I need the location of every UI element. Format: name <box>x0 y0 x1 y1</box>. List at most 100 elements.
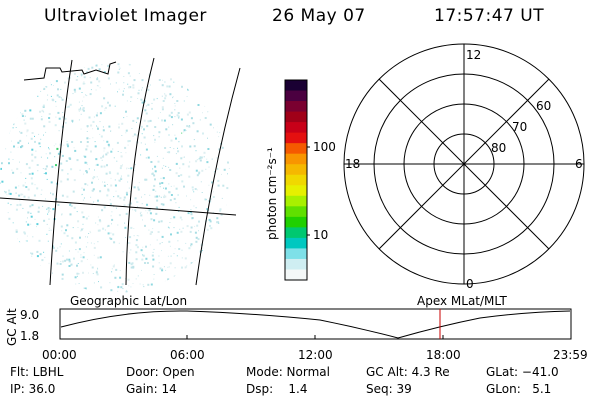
emission-speckle <box>168 126 170 128</box>
emission-speckle <box>204 198 207 201</box>
colorbar-band <box>285 132 307 144</box>
emission-speckle <box>137 92 140 95</box>
colorbar-frame <box>284 79 308 281</box>
emission-speckle <box>47 240 49 242</box>
emission-speckle <box>92 188 95 191</box>
emission-speckle <box>130 263 133 266</box>
emission-speckle <box>178 141 180 143</box>
emission-speckle <box>142 246 144 248</box>
emission-speckle <box>7 212 9 214</box>
emission-speckle <box>208 166 210 168</box>
emission-speckle <box>222 184 225 187</box>
emission-speckle <box>149 233 152 235</box>
emission-speckle <box>156 98 158 100</box>
emission-speckle <box>106 140 109 143</box>
emission-speckle <box>47 213 49 215</box>
emission-speckle <box>81 92 83 93</box>
emission-speckle <box>158 220 161 223</box>
orbit-x-tick-label: 23:59 <box>553 348 588 362</box>
emission-speckle <box>19 131 21 133</box>
emission-speckle <box>183 100 185 102</box>
emission-speckle <box>45 172 47 175</box>
emission-speckle <box>197 104 200 106</box>
emission-speckle <box>97 256 100 259</box>
emission-speckle <box>122 93 124 96</box>
emission-speckle <box>190 199 192 201</box>
emission-speckle <box>42 104 45 107</box>
emission-speckle <box>27 223 30 226</box>
emission-speckle <box>170 194 173 196</box>
emission-speckle <box>158 255 160 257</box>
emission-speckle <box>80 128 82 130</box>
emission-speckle <box>140 142 142 144</box>
emission-speckle <box>146 203 148 206</box>
emission-speckle <box>204 117 207 119</box>
emission-speckle <box>83 252 85 254</box>
emission-speckle <box>24 109 27 112</box>
colorbar-band <box>285 90 307 102</box>
emission-speckle <box>50 192 52 194</box>
emission-speckle <box>179 228 181 230</box>
emission-speckle <box>68 97 70 99</box>
emission-speckle <box>15 229 18 232</box>
emission-speckle <box>196 224 199 227</box>
emission-speckle <box>174 109 176 111</box>
colorbar-band <box>285 164 307 176</box>
emission-speckle <box>172 97 173 99</box>
emission-speckle <box>128 86 130 89</box>
emission-speckle <box>196 189 198 191</box>
emission-speckle <box>156 239 158 241</box>
emission-speckle <box>94 141 96 143</box>
emission-speckle <box>82 100 83 102</box>
emission-speckle <box>141 258 144 261</box>
emission-speckle <box>48 148 50 150</box>
emission-speckle <box>96 112 98 114</box>
emission-speckle <box>24 232 26 235</box>
emission-speckle <box>110 177 112 179</box>
emission-speckle <box>126 130 128 132</box>
emission-speckle <box>86 162 88 164</box>
emission-speckle <box>163 119 166 122</box>
emission-speckle <box>23 195 26 198</box>
emission-speckle <box>125 290 128 293</box>
emission-speckle <box>123 88 125 90</box>
emission-speckle <box>106 194 109 197</box>
emission-speckle <box>201 169 204 172</box>
emission-speckle <box>178 211 180 212</box>
emission-speckle <box>62 260 64 263</box>
emission-speckle <box>156 199 159 202</box>
emission-speckle <box>57 152 60 155</box>
emission-speckle <box>80 254 82 256</box>
colorbar-band <box>285 248 307 260</box>
emission-speckle <box>85 217 88 220</box>
emission-speckle <box>172 124 174 126</box>
emission-speckle <box>93 246 96 249</box>
emission-speckle <box>92 177 94 179</box>
emission-speckle <box>98 178 99 180</box>
emission-speckle <box>91 266 94 269</box>
emission-speckle <box>126 100 128 102</box>
emission-speckle <box>75 249 77 251</box>
emission-speckle <box>10 204 12 206</box>
emission-speckle <box>98 80 101 83</box>
emission-speckle <box>169 169 172 171</box>
emission-speckle <box>97 199 99 202</box>
emission-speckle <box>83 173 85 175</box>
emission-speckle <box>170 218 172 220</box>
emission-speckle <box>168 240 171 243</box>
emission-speckle <box>16 204 19 207</box>
emission-speckle <box>129 202 132 205</box>
emission-speckle <box>54 156 56 158</box>
emission-speckle <box>174 105 176 107</box>
emission-speckle <box>82 107 85 109</box>
emission-speckle <box>152 188 155 191</box>
emission-speckle <box>153 184 156 187</box>
emission-speckle <box>82 216 85 219</box>
emission-speckle <box>77 227 79 228</box>
emission-speckle <box>156 155 158 157</box>
emission-speckle <box>15 127 17 128</box>
emission-speckle <box>15 230 18 233</box>
emission-speckle <box>150 231 153 234</box>
emission-speckle <box>154 141 156 143</box>
emission-speckle <box>218 136 220 138</box>
